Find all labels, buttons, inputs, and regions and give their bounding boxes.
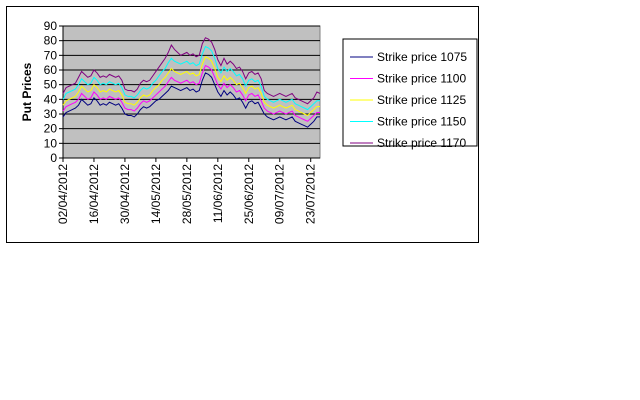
y-tick-label: 10 [44, 136, 58, 150]
y-tick-label: 20 [44, 122, 58, 136]
legend-box [342, 38, 478, 147]
y-tick-label: 80 [44, 34, 58, 48]
y-tick-label: 30 [44, 107, 58, 121]
x-tick-label: 25/06/2012 [242, 164, 256, 224]
chart-frame: 0 10 20 30 40 50 60 70 80 90 02/04/2012 16/04/2012… [6, 6, 479, 243]
y-tick-label: 50 [44, 78, 58, 92]
legend-label-2: Strike price 1100 [377, 72, 466, 86]
x-tick-label: 09/07/2012 [273, 164, 287, 224]
x-tick-label: 02/04/2012 [56, 164, 70, 224]
series-line-5 [62, 37, 321, 105]
x-tick-label: 28/05/2012 [180, 164, 194, 224]
series-line-1 [62, 72, 320, 128]
plot-area [62, 25, 321, 159]
y-tick-label: 60 [44, 63, 58, 77]
series-lines [62, 37, 321, 128]
y-tick-label: 70 [44, 48, 58, 62]
legend: Strike price 1075 Strike price 1100 Strike… [342, 38, 478, 150]
legend-label-3: Strike price 1125 [377, 93, 466, 107]
series-line-3 [62, 56, 320, 117]
x-tick-label: 16/04/2012 [87, 164, 101, 224]
x-tick-label: 14/05/2012 [149, 164, 163, 224]
y-axis-title: Put Prices [20, 62, 34, 121]
legend-label-5: Strike price 1170 [377, 136, 466, 150]
y-tick-label: 0 [50, 151, 57, 165]
x-tick-label: 11/06/2012 [211, 164, 225, 223]
x-axis-ticks: 02/04/2012 16/04/2012 30/04/2012 14/05/2012… [56, 158, 318, 224]
x-tick-label: 30/04/2012 [118, 164, 132, 224]
legend-label-1: Strike price 1075 [377, 50, 467, 64]
y-tick-label: 90 [44, 19, 58, 33]
series-line-2 [62, 64, 320, 122]
x-tick-label: 23/07/2012 [304, 164, 318, 224]
y-tick-label: 40 [44, 92, 58, 106]
legend-label-4: Strike price 1150 [377, 115, 466, 129]
series-line-4 [62, 45, 320, 111]
